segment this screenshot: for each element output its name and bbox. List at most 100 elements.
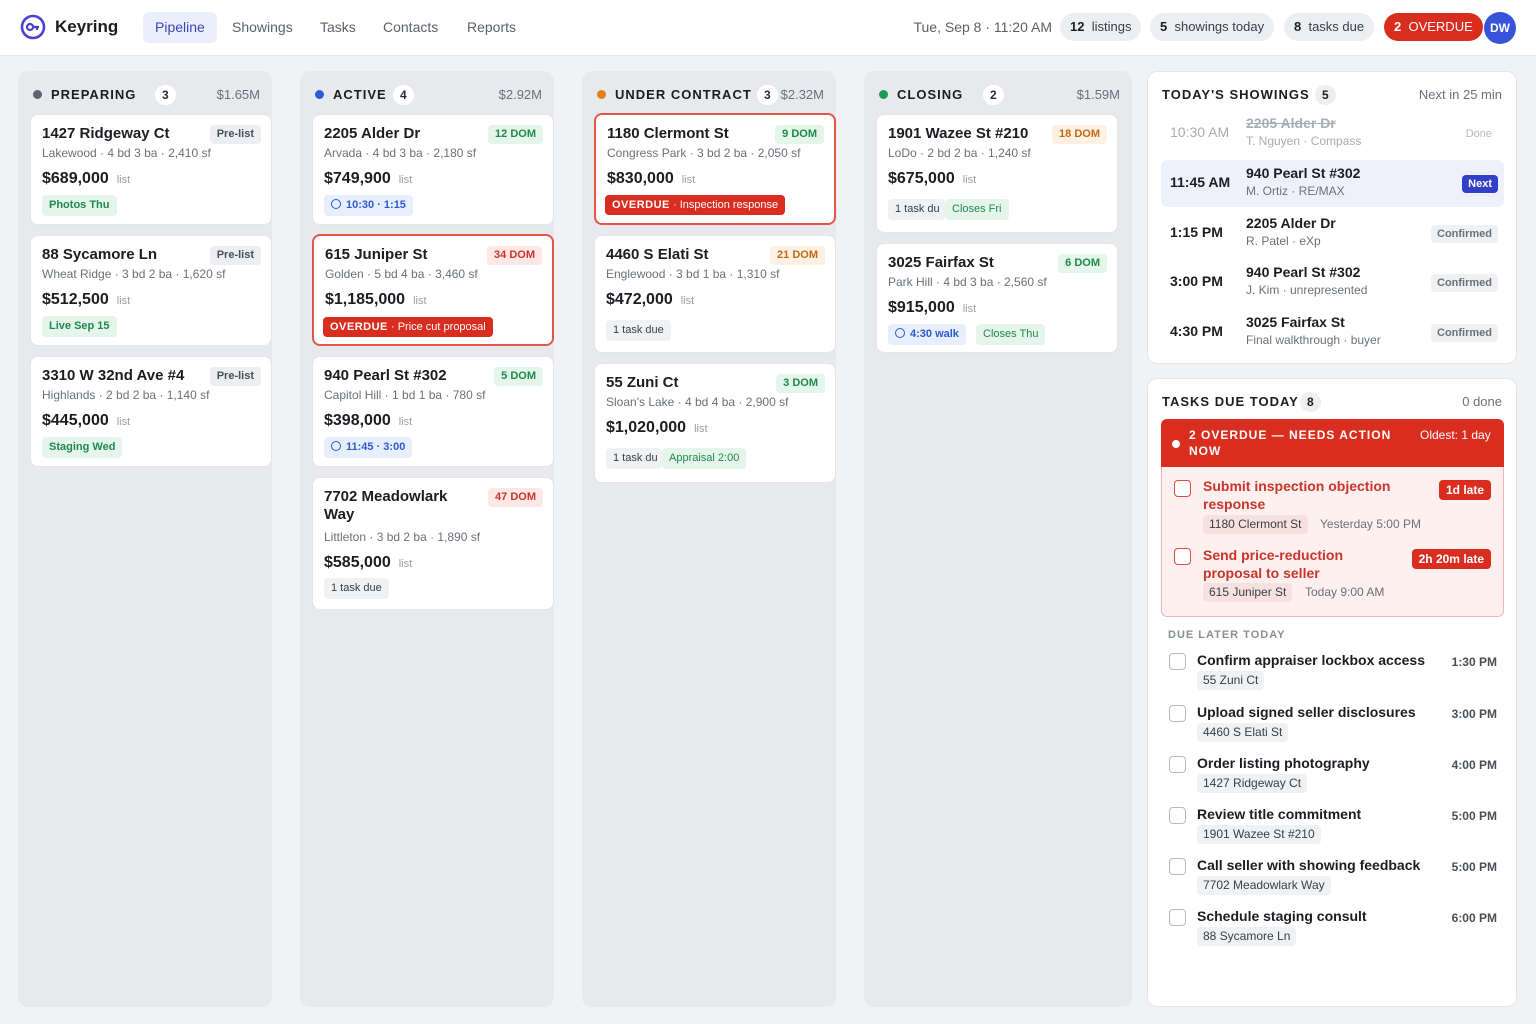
listing-card[interactable]: 3025 Fairfax St 6 DOM Park Hill · 4 bd 3… (876, 243, 1118, 353)
nav-tasks[interactable]: Tasks (320, 19, 356, 35)
task-property[interactable]: 7702 Meadowlark Way (1197, 876, 1331, 895)
task-due-time: 3:00 PM (1451, 707, 1497, 721)
listing-address: 1180 Clermont St (607, 125, 729, 142)
nav-contacts[interactable]: Contacts (383, 19, 439, 35)
appraisal-tag: Appraisal 2:00 (662, 448, 747, 469)
showing-status: Confirmed (1431, 274, 1498, 292)
task-due-time: Yesterday 5:00 PM (1320, 517, 1421, 531)
current-datetime: Tue, Sep 8 · 11:20 AM (913, 19, 1052, 35)
showing-row[interactable]: 4:30 PM 3025 Fairfax St Final walkthroug… (1161, 309, 1504, 356)
clock-icon (895, 328, 905, 338)
task-property[interactable]: 615 Juniper St (1203, 583, 1293, 602)
late-badge: 1d late (1438, 480, 1491, 500)
listing-card[interactable]: 1427 Ridgeway Ct Pre-list Lakewood · 4 b… (30, 114, 272, 225)
task-title[interactable]: Order listing photography (1197, 755, 1370, 771)
dom-badge: 21 DOM (770, 246, 825, 265)
listings-stat[interactable]: 12 listings (1060, 13, 1142, 41)
dom-badge: 34 DOM (487, 246, 542, 265)
task-row[interactable]: Review title commitment 1901 Wazee St #2… (1161, 803, 1504, 848)
task-checkbox[interactable] (1169, 807, 1186, 824)
user-avatar[interactable]: DW (1484, 12, 1516, 44)
task-checkbox[interactable] (1169, 858, 1186, 875)
nav-reports[interactable]: Reports (467, 19, 517, 35)
showing-times-tag: 10:30 · 1:15 (324, 195, 413, 216)
clock-icon (331, 199, 341, 209)
showing-agent: Final walkthrough · buyer (1246, 333, 1381, 347)
listing-card-overdue[interactable]: 615 Juniper St 34 DOM Golden · 5 bd 4 ba… (312, 234, 554, 346)
column-header: ACTIVE 4 $2.92M (314, 85, 542, 105)
status-dot (597, 90, 606, 99)
listing-card[interactable]: 55 Zuni Ct 3 DOM Sloan's Lake · 4 bd 4 b… (594, 363, 836, 483)
task-row[interactable]: Order listing photography 1427 Ridgeway … (1161, 752, 1504, 797)
overdue-tag[interactable]: OVERDUE · Price cut proposal (323, 317, 493, 337)
task-checkbox[interactable] (1169, 653, 1186, 670)
status-dot (33, 90, 42, 99)
listing-card[interactable]: 4460 S Elati St 21 DOM Englewood · 3 bd … (594, 235, 836, 353)
listing-price: $512,500 list (42, 291, 131, 308)
task-title[interactable]: Schedule staging consult (1197, 908, 1367, 924)
task-title[interactable]: Call seller with showing feedback (1197, 857, 1421, 873)
showing-row[interactable]: 3:00 PM 940 Pearl St #302 J. Kim · unrep… (1161, 259, 1504, 306)
task-checkbox[interactable] (1174, 480, 1191, 497)
closing-date-tag: Closes Fri (945, 199, 1009, 220)
task-property[interactable]: 4460 S Elati St (1197, 723, 1289, 742)
task-property[interactable]: 1901 Wazee St #210 (1197, 825, 1321, 844)
task-due-time: 6:00 PM (1451, 911, 1497, 925)
listing-details: Arvada · 4 bd 3 ba · 2,180 sf (324, 146, 477, 160)
showing-address: 2205 Alder Dr (1246, 215, 1336, 231)
showing-address: 2205 Alder Dr (1246, 115, 1336, 131)
dom-badge: 3 DOM (776, 374, 825, 393)
task-checkbox[interactable] (1169, 756, 1186, 773)
task-due-time: 5:00 PM (1451, 860, 1497, 874)
overdue-tag[interactable]: OVERDUE · Inspection response (605, 195, 786, 215)
task-title[interactable]: Submit inspection objection response (1203, 478, 1391, 512)
overdue-stat[interactable]: 2 OVERDUE (1384, 13, 1483, 41)
task-property[interactable]: 1180 Clermont St (1203, 515, 1308, 534)
listing-card[interactable]: 940 Pearl St #302 5 DOM Capitol Hill · 1… (312, 356, 554, 467)
listing-card[interactable]: 2205 Alder Dr 12 DOM Arvada · 4 bd 3 ba … (312, 114, 554, 225)
listing-details: Highlands · 2 bd 2 ba · 1,140 sf (42, 388, 210, 402)
showing-address: 3025 Fairfax St (1246, 314, 1345, 330)
task-row[interactable]: Schedule staging consult 88 Sycamore Ln … (1161, 905, 1504, 950)
listing-card[interactable]: 1901 Wazee St #210 18 DOM LoDo · 2 bd 2 … (876, 114, 1118, 233)
task-row[interactable]: Upload signed seller disclosures 4460 S … (1161, 701, 1504, 746)
listing-card-overdue[interactable]: 1180 Clermont St 9 DOM Congress Park · 3… (594, 113, 836, 225)
listing-card[interactable]: 3310 W 32nd Ave #4 Pre-list Highlands · … (30, 356, 272, 467)
listing-details: Littleton · 3 bd 2 ba · 1,890 sf (324, 530, 481, 544)
task-property[interactable]: 88 Sycamore Ln (1197, 927, 1297, 946)
column-count: 2 (983, 85, 1004, 105)
showing-time: 11:45 AM (1170, 174, 1231, 190)
listing-price: $398,000 list (324, 412, 413, 429)
column-total: $1.59M (1076, 87, 1120, 102)
task-row[interactable]: Call seller with showing feedback 7702 M… (1161, 854, 1504, 899)
showings-stat[interactable]: 5 showings today (1150, 13, 1275, 41)
nav-showings[interactable]: Showings (232, 19, 293, 35)
overdue-banner: 2 OVERDUE — NEEDS ACTION NOW Oldest: 1 d… (1161, 419, 1504, 467)
alert-dot-icon (1172, 440, 1180, 448)
showing-row[interactable]: 10:30 AM 2205 Alder Dr T. Nguyen · Compa… (1161, 110, 1504, 157)
column-closing: CLOSING 2 $1.59M 1901 Wazee St #210 18 D… (864, 71, 1132, 1007)
task-title[interactable]: Review title commitment (1197, 806, 1362, 822)
nav-pipeline[interactable]: Pipeline (143, 12, 217, 43)
task-title[interactable]: Upload signed seller disclosures (1197, 704, 1416, 720)
listing-address: 1901 Wazee St #210 (888, 125, 1029, 142)
task-checkbox[interactable] (1174, 548, 1191, 565)
status-dot (879, 90, 888, 99)
listing-card[interactable]: 88 Sycamore Ln Pre-list Wheat Ridge · 3 … (30, 235, 272, 346)
showing-row[interactable]: 1:15 PM 2205 Alder Dr R. Patel · eXp Con… (1161, 210, 1504, 257)
listing-card[interactable]: 7702 Meadowlark Way 47 DOM Littleton · 3… (312, 477, 554, 610)
task-property[interactable]: 55 Zuni Ct (1197, 671, 1265, 690)
task-row[interactable]: Confirm appraiser lockbox access 55 Zuni… (1161, 649, 1504, 694)
listing-details: Congress Park · 3 bd 2 ba · 2,050 sf (607, 146, 801, 160)
task-title[interactable]: Confirm appraiser lockbox access (1197, 652, 1425, 668)
panel-title: TASKS DUE TODAY (1162, 394, 1299, 409)
showing-row[interactable]: 11:45 AM 940 Pearl St #302 M. Ortiz · RE… (1161, 160, 1504, 207)
task-checkbox[interactable] (1169, 909, 1186, 926)
task-title[interactable]: Send price-reduction proposal to seller (1203, 547, 1344, 581)
task-checkbox[interactable] (1169, 705, 1186, 722)
listing-price: $749,900 list (324, 170, 413, 187)
task-property[interactable]: 1427 Ridgeway Ct (1197, 774, 1308, 793)
task-due-tag: 1 task du (606, 448, 662, 469)
tasks-stat[interactable]: 8 tasks due (1284, 13, 1375, 41)
dom-badge: 18 DOM (1052, 125, 1107, 144)
